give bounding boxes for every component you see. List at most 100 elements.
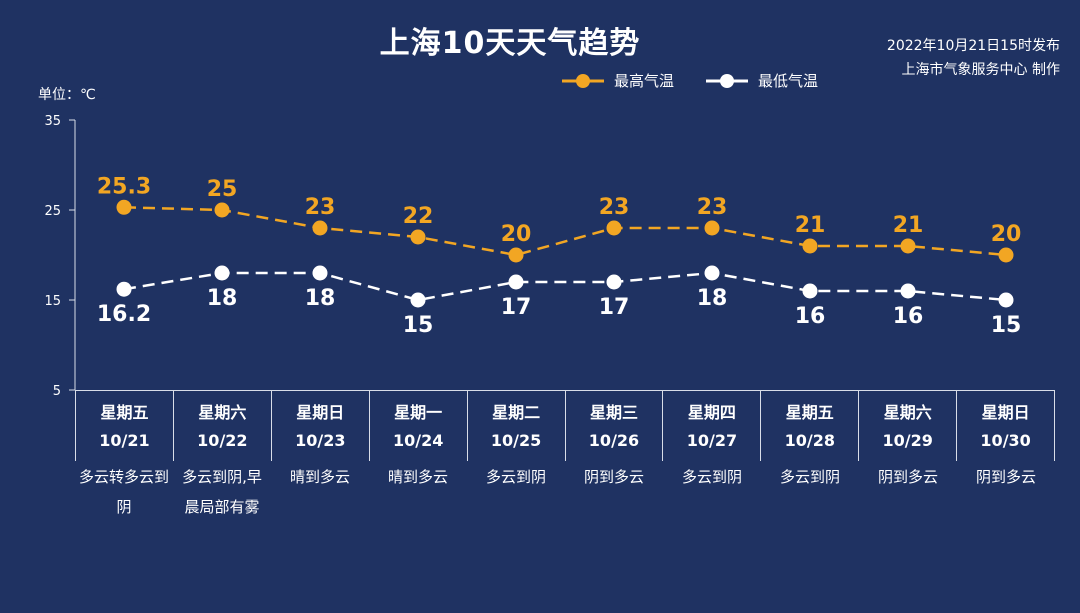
low-temp-point xyxy=(312,265,328,281)
day-header-row: 星期五 10/21 星期六 10/22 星期日 10/23 星期一 10/24 星期二 10/25… xyxy=(75,390,1056,461)
day-cell: 星期五 10/21 xyxy=(75,391,174,461)
weather-description: 多云转多云到阴 xyxy=(79,468,170,516)
weekday-label: 星期一 xyxy=(394,403,443,422)
low-temp-label: 18 xyxy=(305,286,336,311)
legend-label-low: 最低气温 xyxy=(758,72,819,90)
low-temp-point xyxy=(214,265,230,281)
high-temp-label: 21 xyxy=(795,213,826,238)
high-temp-point xyxy=(900,238,916,254)
high-temp-point xyxy=(508,247,524,263)
high-temp-point xyxy=(802,238,818,254)
low-temp-point xyxy=(116,281,132,297)
weekday-label: 星期五 xyxy=(785,403,834,422)
high-temp-point xyxy=(410,229,426,245)
high-temp-label: 25 xyxy=(207,177,238,202)
legend-swatch-low xyxy=(706,73,749,88)
publish-info: 2022年10月21日15时发布 上海市气象服务中心 制作 xyxy=(887,34,1060,82)
high-temp-point xyxy=(214,202,230,218)
day-cell: 星期三 10/26 xyxy=(566,391,664,461)
date-label: 10/24 xyxy=(392,431,444,450)
publisher: 上海市气象服务中心 制作 xyxy=(901,62,1060,78)
low-temp-point xyxy=(998,292,1014,308)
low-temp-label: 17 xyxy=(599,295,630,320)
low-temp-point xyxy=(802,283,818,299)
day-cell: 星期六 10/22 xyxy=(174,391,272,461)
high-temp-point xyxy=(998,247,1014,263)
low-temp-point xyxy=(410,292,426,308)
day-cell: 星期四 10/27 xyxy=(663,391,762,461)
low-temp-label: 18 xyxy=(207,286,238,311)
day-cell: 星期二 10/25 xyxy=(468,391,566,461)
day-cell: 星期六 10/29 xyxy=(859,391,958,461)
weekday-label: 星期日 xyxy=(296,403,345,422)
legend-label-high: 最高气温 xyxy=(614,72,675,90)
low-temp-label: 16 xyxy=(893,304,924,329)
weather-description: 阴到多云 xyxy=(583,468,644,486)
low-temp-label: 18 xyxy=(697,286,728,311)
legend-item-high: 最高气温 xyxy=(560,70,674,91)
unit-label: 单位：℃ xyxy=(38,87,96,103)
date-label: 10/28 xyxy=(784,431,835,450)
day-cell: 星期一 10/24 xyxy=(370,391,468,461)
low-temp-point xyxy=(900,283,916,299)
low-temp-label: 15 xyxy=(991,313,1022,338)
weekday-label: 星期四 xyxy=(687,403,736,422)
low-temp-line xyxy=(123,271,1007,302)
date-label: 10/30 xyxy=(980,431,1031,450)
high-temp-label: 23 xyxy=(697,195,728,220)
date-label: 10/23 xyxy=(295,431,346,450)
weekday-label: 星期三 xyxy=(589,403,638,422)
chart-title: 上海10天天气趋势 xyxy=(379,26,641,61)
date-label: 10/26 xyxy=(588,431,640,450)
high-temp-label: 23 xyxy=(305,195,336,220)
day-cell: 星期日 10/23 xyxy=(272,391,370,461)
weather-description-row: 多云转多云到阴 多云到阴,早晨局部有雾 晴到多云 晴到多云 多云到阴 阴到多云 多云到阴 多云… xyxy=(75,462,1055,522)
day-cell: 星期日 10/30 xyxy=(957,391,1056,461)
low-temp-point xyxy=(508,274,524,290)
high-temp-point xyxy=(312,220,328,236)
high-temp-point xyxy=(704,220,720,236)
date-label: 10/25 xyxy=(490,431,542,450)
low-temp-point xyxy=(606,274,622,290)
weather-description: 多云到阴 xyxy=(779,468,840,486)
high-temp-label: 25.3 xyxy=(97,174,151,199)
date-label: 10/27 xyxy=(686,431,738,450)
high-temp-point xyxy=(116,199,132,215)
legend: 最高气温 最低气温 xyxy=(560,70,848,91)
weather-description: 晴到多云 xyxy=(289,468,350,486)
high-temp-label: 20 xyxy=(501,222,532,247)
weekday-label: 星期六 xyxy=(198,403,247,422)
high-temp-line xyxy=(123,206,1007,257)
high-temp-label: 23 xyxy=(599,195,630,220)
weather-description: 阴到多云 xyxy=(877,468,938,486)
y-tick-label: 15 xyxy=(44,294,61,309)
high-temp-label: 20 xyxy=(991,222,1022,247)
weather-description: 晴到多云 xyxy=(387,468,448,486)
weather-description: 多云到阴 xyxy=(681,468,742,486)
date-label: 10/22 xyxy=(197,431,248,450)
high-temp-label: 21 xyxy=(893,213,924,238)
day-cell: 星期五 10/28 xyxy=(761,391,860,461)
low-temp-label: 15 xyxy=(403,313,434,338)
low-temp-point xyxy=(704,265,720,281)
weekday-label: 星期六 xyxy=(883,403,932,422)
weekday-label: 星期五 xyxy=(100,403,149,422)
weather-description: 多云到阴 xyxy=(485,468,546,486)
publish-time: 2022年10月21日15时发布 xyxy=(886,38,1060,54)
weekday-label: 星期日 xyxy=(981,403,1030,422)
high-temp-point xyxy=(606,220,622,236)
date-label: 10/29 xyxy=(882,431,933,450)
date-label: 10/21 xyxy=(99,431,150,450)
low-temp-label: 16 xyxy=(795,304,826,329)
weather-description: 多云到阴,早晨局部有雾 xyxy=(182,468,262,516)
weather-description: 阴到多云 xyxy=(975,468,1036,486)
weekday-label: 星期二 xyxy=(492,403,541,422)
y-tick-label: 35 xyxy=(44,114,61,129)
y-tick-label: 25 xyxy=(44,204,61,219)
high-temp-label: 22 xyxy=(403,204,434,229)
low-temp-label: 17 xyxy=(501,295,532,320)
legend-swatch-high xyxy=(562,73,604,88)
legend-item-low: 最低气温 xyxy=(704,70,818,91)
y-tick-label: 5 xyxy=(53,384,61,399)
